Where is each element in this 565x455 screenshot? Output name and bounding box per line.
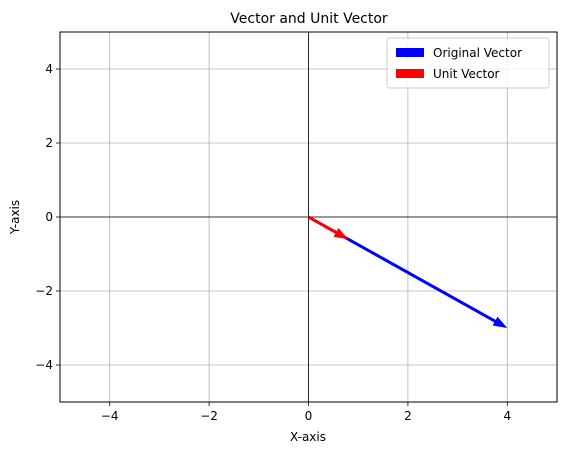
y-tick-label-3: 2 xyxy=(45,136,53,150)
legend-label-original: Original Vector xyxy=(433,46,522,60)
vector-arrow-unit xyxy=(307,215,349,240)
y-axis-label: Y-axis xyxy=(8,200,22,235)
chart-title: Vector and Unit Vector xyxy=(230,11,388,27)
legend-swatch-original xyxy=(396,48,424,57)
x-tick-label-0: −4 xyxy=(101,409,119,423)
x-tick-label-3: 2 xyxy=(404,409,412,423)
x-axis-label: X-axis xyxy=(290,430,326,444)
legend-swatch-unit xyxy=(396,69,424,78)
x-tick-label-4: 4 xyxy=(503,409,511,423)
y-tick-label-4: 4 xyxy=(45,62,53,76)
x-tick-label-2: 0 xyxy=(305,409,313,423)
y-tick-label-2: 0 xyxy=(45,210,53,224)
legend-box xyxy=(386,37,550,89)
legend-label-unit: Unit Vector xyxy=(433,67,500,81)
x-tick-label-1: −2 xyxy=(200,409,218,423)
vector-arrow-original xyxy=(307,215,508,328)
vector-arrows xyxy=(307,215,508,328)
y-axis-ticks: −4 −2 0 2 4 xyxy=(35,62,60,372)
x-axis-ticks: −4 −2 0 2 4 xyxy=(101,402,511,423)
y-tick-label-1: −2 xyxy=(35,284,53,298)
y-tick-label-0: −4 xyxy=(35,358,53,372)
legend: Original Vector Unit Vector xyxy=(386,37,550,89)
